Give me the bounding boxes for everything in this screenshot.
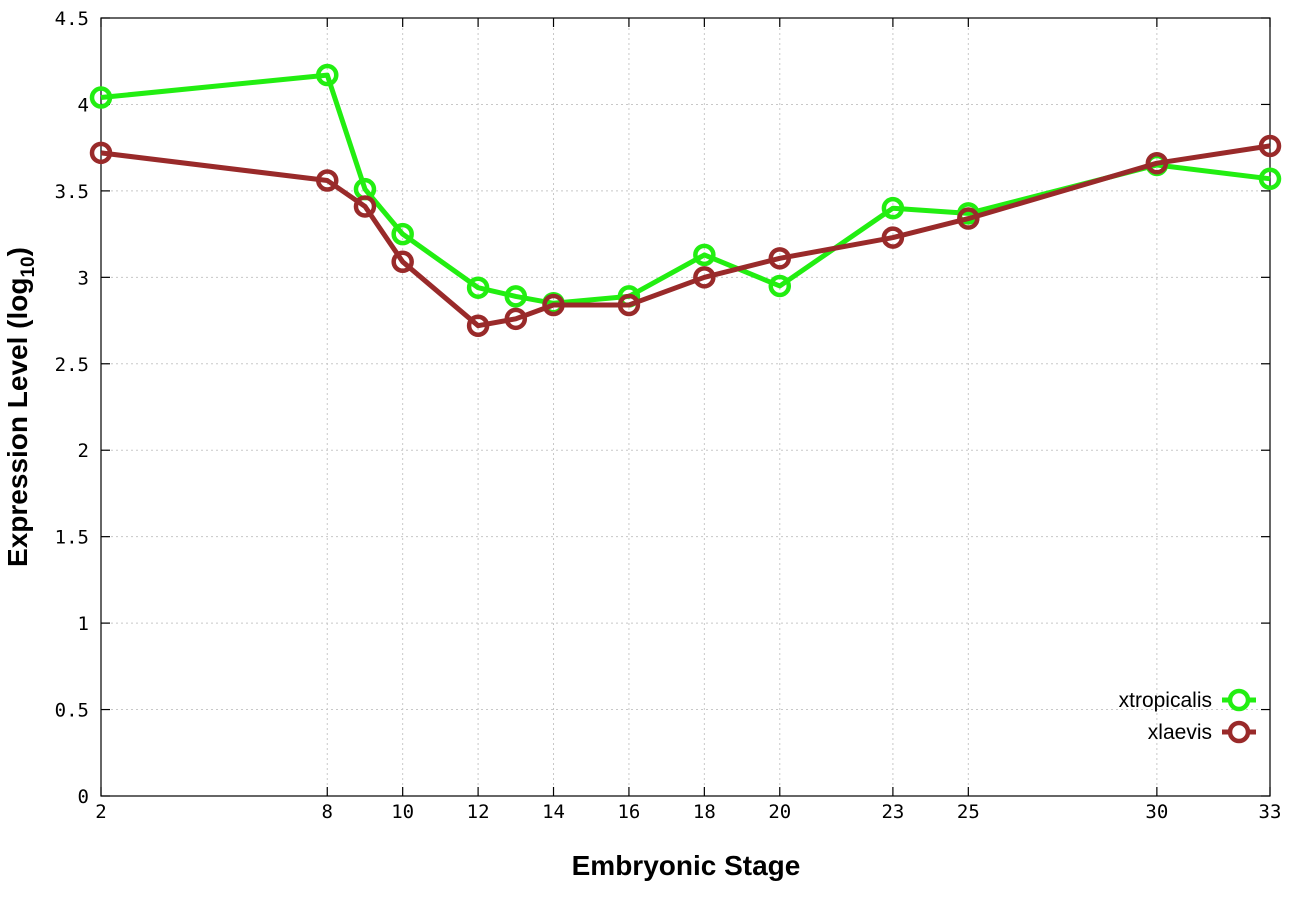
data-point-xlaevis [504,307,528,331]
x-tick-label: 8 [322,801,333,823]
data-point-xlaevis [89,141,113,165]
data-point-xlaevis [466,314,490,337]
x-tick-label: 16 [617,801,640,823]
plot-frame [100,17,1271,797]
x-tick-label: 25 [957,801,980,823]
y-axis-title-main: Expression Level (log [2,278,33,567]
y-axis-title: Expression Level (log10) [2,247,39,567]
y-tick-label: 0 [78,786,89,808]
y-tick-label: 1.5 [55,527,89,549]
y-tick-label: 2.5 [55,354,89,376]
data-point-xlaevis [391,250,414,274]
y-tick-label: 4 [78,94,89,116]
series-line-xtropicalis [100,72,1271,306]
series-xlaevis [89,134,1282,337]
series-xtropicalis [89,63,1282,315]
axis-ticks [100,17,1271,797]
data-point-xtropicalis [1258,167,1282,191]
data-point-xlaevis [316,169,339,192]
y-tick-label: 1 [78,613,89,635]
data-point-xlaevis [542,293,565,317]
x-tick-label: 14 [542,801,565,823]
y-axis-title-subscript: 10 [18,256,39,277]
data-point-xlaevis [957,207,980,230]
x-tick-label: 18 [693,801,716,823]
data-point-xtropicalis [768,274,792,298]
data-point-xlaevis [768,247,792,270]
data-point-xlaevis [1145,151,1169,175]
y-tick-label: 2 [78,440,89,462]
series-line-xlaevis [100,143,1271,329]
legend-label-xlaevis: xlaevis [1148,721,1212,744]
x-tick-label: 33 [1259,801,1282,823]
x-tick-label: 20 [768,801,791,823]
data-point-xtropicalis [504,285,528,308]
legend-marker-xtropicalis [1227,688,1251,712]
y-tick-label: 3 [78,267,89,289]
data-point-xtropicalis [881,196,905,220]
data-point-xlaevis [693,266,716,289]
data-point-xtropicalis [466,276,490,299]
data-point-xtropicalis [693,243,716,267]
data-point-xlaevis [881,226,905,249]
data-point-xtropicalis [89,86,113,109]
y-tick-labels: 0 0.5 1 1.5 2 2.5 3 3.5 4 4.5 [55,8,89,808]
data-point-xlaevis [353,195,377,218]
data-point-xtropicalis [316,63,339,87]
y-axis-title-close: ) [2,247,33,256]
legend-label-xtropicalis: xtropicalis [1119,689,1212,712]
series-layer [89,63,1282,337]
x-tick-label: 30 [1145,801,1168,823]
legend: xtropicalis xlaevis [1119,688,1256,744]
x-tick-label: 2 [95,801,106,823]
x-tick-labels: 2 8 10 12 14 16 18 20 23 25 30 33 [95,801,1281,823]
data-point-xlaevis [617,293,641,317]
x-tick-label: 12 [467,801,490,823]
data-point-xlaevis [1258,134,1282,158]
y-tick-label: 4.5 [55,8,89,30]
legend-marker-xlaevis [1227,720,1251,744]
x-axis-title: Embryonic Stage [572,850,801,881]
grid-lines [100,17,1271,797]
y-tick-label: 0.5 [55,700,89,722]
x-tick-label: 23 [881,801,904,823]
y-tick-label: 3.5 [55,181,89,203]
data-point-xtropicalis [391,222,414,246]
x-tick-label: 10 [391,801,414,823]
